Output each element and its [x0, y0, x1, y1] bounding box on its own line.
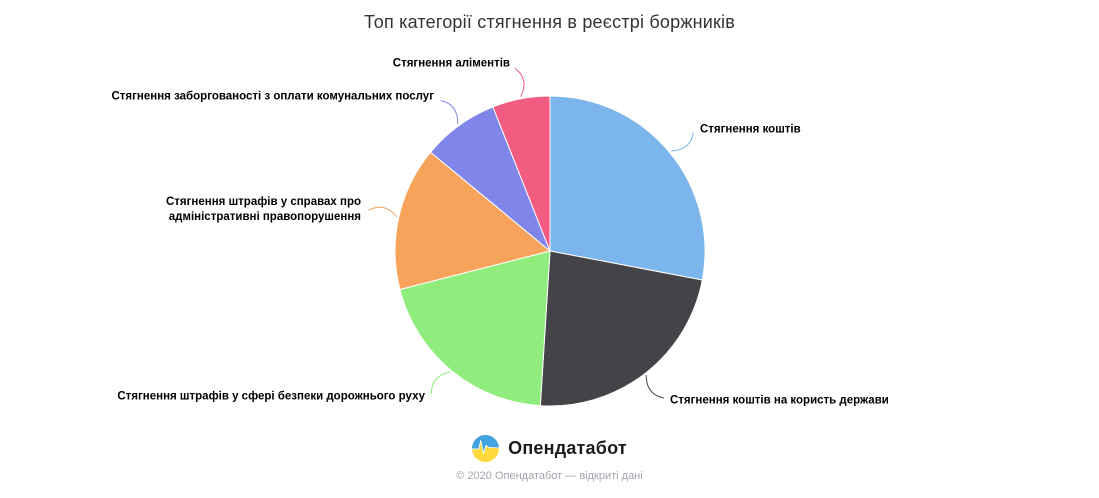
label-connector-4: [368, 206, 398, 218]
slice-label-3: Стягнення штрафів у сфері безпеки дорожн…: [117, 390, 425, 403]
slice-label-4: Стягнення штрафів у справах про адмініст…: [166, 196, 361, 223]
slice-label-5: Стягнення заборгованості з оплати комуна…: [111, 90, 435, 103]
label-connector-5: [440, 100, 459, 125]
pie-slice-6[interactable]: [492, 95, 551, 252]
opendatabot-logo-icon: [472, 435, 500, 462]
label-connector-3: [430, 371, 451, 395]
brand-link[interactable]: Опендатабот: [0, 435, 1099, 462]
brand-name: Опендатабот: [508, 438, 627, 458]
label-connector-6: [514, 67, 525, 98]
pie-slice-3[interactable]: [399, 250, 551, 407]
slice-label-6: Стягнення аліментів: [392, 57, 510, 70]
pie-slice-2[interactable]: [539, 250, 703, 407]
pie-slice-1[interactable]: [549, 95, 706, 281]
label-connector-1: [670, 132, 694, 152]
pie-slice-4[interactable]: [394, 151, 551, 290]
slice-label-2: Стягнення коштів на користь держави: [670, 394, 889, 407]
copyright-text: © 2020 Опендатабот — відкриті дані: [456, 470, 643, 482]
chart-title: Топ категорії стягнення в реєстрі боржни…: [363, 12, 736, 32]
slice-label-1: Стягнення коштів: [700, 123, 801, 136]
label-connector-2: [645, 375, 665, 399]
